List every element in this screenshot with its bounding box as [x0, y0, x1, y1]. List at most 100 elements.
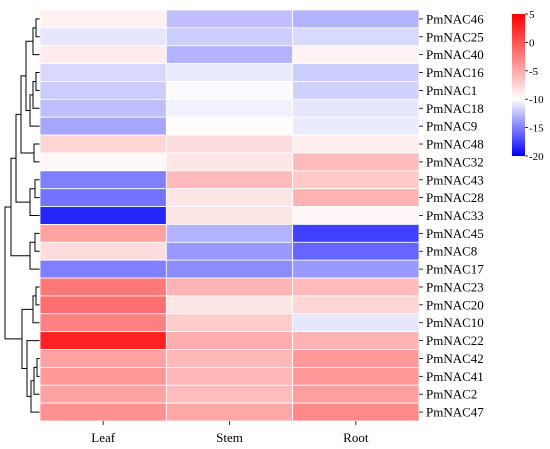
heatmap-cell — [39, 63, 167, 82]
dendrogram-link — [34, 232, 40, 252]
heatmap-cell — [39, 384, 167, 404]
dendrogram-link — [34, 179, 40, 199]
row-label: PmNAC10 — [426, 315, 484, 330]
heatmap-cell — [165, 259, 294, 279]
heatmap-cell — [292, 402, 420, 422]
heatmap-cell — [39, 152, 167, 172]
heatmap-cell — [39, 188, 167, 207]
heatmap-cell — [39, 9, 167, 29]
row-label: PmNAC17 — [426, 262, 484, 277]
heatmap-cell — [292, 45, 420, 65]
row-label: PmNAC41 — [426, 369, 484, 384]
dendrogram-link — [30, 380, 40, 413]
row-dendrogram — [4, 18, 40, 413]
heatmap-cell — [39, 134, 167, 154]
heatmap-cell — [165, 313, 294, 333]
heatmap-cell — [292, 331, 420, 350]
colorbar-tick-label: -15 — [529, 123, 544, 135]
row-label: PmNAC42 — [426, 351, 484, 366]
heatmap-cell — [39, 116, 167, 136]
heatmap-cell — [165, 63, 294, 82]
heatmap-cell — [292, 98, 420, 118]
heatmap-cell — [292, 384, 420, 404]
row-label: PmNAC22 — [426, 333, 484, 348]
dendrogram-link — [35, 286, 40, 306]
heatmap-cell — [292, 152, 420, 172]
row-label: PmNAC25 — [426, 29, 484, 44]
heatmap-cell — [39, 45, 167, 65]
heatmap-cell — [292, 295, 420, 315]
heatmap-cell — [39, 349, 167, 368]
heatmap-cell — [39, 98, 167, 118]
row-label: PmNAC33 — [426, 208, 484, 223]
row-label: PmNAC48 — [426, 137, 484, 152]
heatmap-cell — [39, 402, 167, 422]
heatmap-cell — [165, 27, 294, 47]
heatmap-cell — [39, 170, 167, 190]
row-label: PmNAC18 — [426, 101, 484, 116]
heatmap-cell — [165, 98, 294, 118]
column-labels: Leaf Stem Root — [91, 421, 369, 445]
row-label: PmNAC9 — [426, 119, 477, 134]
heatmap-cell — [39, 295, 167, 315]
heatmap-cell — [165, 9, 294, 29]
column-label: Root — [343, 430, 369, 445]
heatmap-cells — [39, 9, 420, 422]
heatmap-cell — [39, 81, 167, 100]
column-label: Stem — [216, 430, 243, 445]
heatmap-cell — [292, 188, 420, 207]
heatmap-cell — [292, 134, 420, 154]
dendrogram-link — [36, 357, 40, 377]
row-label: PmNAC2 — [426, 387, 477, 402]
row-label: PmNAC40 — [426, 47, 484, 62]
heatmap-cell — [292, 63, 420, 82]
heatmap-cell — [165, 224, 294, 243]
heatmap-cell — [292, 366, 420, 386]
heatmap-cell — [39, 224, 167, 243]
colorbar-tick-label: -20 — [529, 151, 544, 163]
heatmap-cell — [39, 366, 167, 386]
dendrogram-link — [10, 157, 30, 257]
colorbar-gradient — [512, 14, 525, 156]
heatmap-cell — [165, 81, 294, 100]
heatmap-cell — [165, 349, 294, 368]
heatmap-cell — [165, 45, 294, 65]
column-label: Leaf — [91, 430, 115, 445]
heatmap-cell — [292, 170, 420, 190]
row-label: PmNAC28 — [426, 190, 484, 205]
row-label: PmNAC32 — [426, 154, 484, 169]
heatmap-cell — [292, 224, 420, 243]
heatmap-cell — [292, 9, 420, 29]
heatmap-cell — [292, 81, 420, 100]
row-label: PmNAC1 — [426, 83, 477, 98]
heatmap-cell — [292, 349, 420, 368]
heatmap-cell — [39, 313, 167, 333]
heatmap-cell — [292, 241, 420, 261]
row-label: PmNAC20 — [426, 297, 484, 312]
heatmap-cell — [165, 402, 294, 422]
heatmap-cell — [292, 206, 420, 225]
row-label: PmNAC43 — [426, 172, 484, 187]
colorbar-tick-label: 5 — [529, 9, 535, 21]
colorbar-tick-label: -10 — [529, 94, 544, 106]
dendrogram-link — [35, 18, 40, 38]
heatmap-cell — [165, 170, 294, 190]
heatmap-cell — [165, 295, 294, 315]
heatmap-cell — [165, 134, 294, 154]
color-legend: 5 0 -5 -10 -15 -20 — [512, 9, 544, 163]
heatmap-cell — [39, 259, 167, 279]
row-labels: PmNAC46 PmNAC25 PmNAC40 PmNAC16 PmNAC1 PmNAC1… — [419, 11, 484, 420]
dendrogram-link — [20, 75, 34, 154]
heatmap-cell — [39, 331, 167, 350]
heatmap-cell — [292, 116, 420, 136]
row-label: PmNAC45 — [426, 226, 484, 241]
heatmap-cell — [292, 27, 420, 47]
row-label: PmNAC23 — [426, 279, 484, 294]
heatmap-cell — [165, 241, 294, 261]
dendrogram-link — [33, 143, 40, 163]
colorbar-tick-label: 0 — [529, 37, 535, 49]
heatmap-cell — [165, 277, 294, 297]
heatmap-cell — [292, 259, 420, 279]
heatmap-cell — [165, 206, 294, 225]
